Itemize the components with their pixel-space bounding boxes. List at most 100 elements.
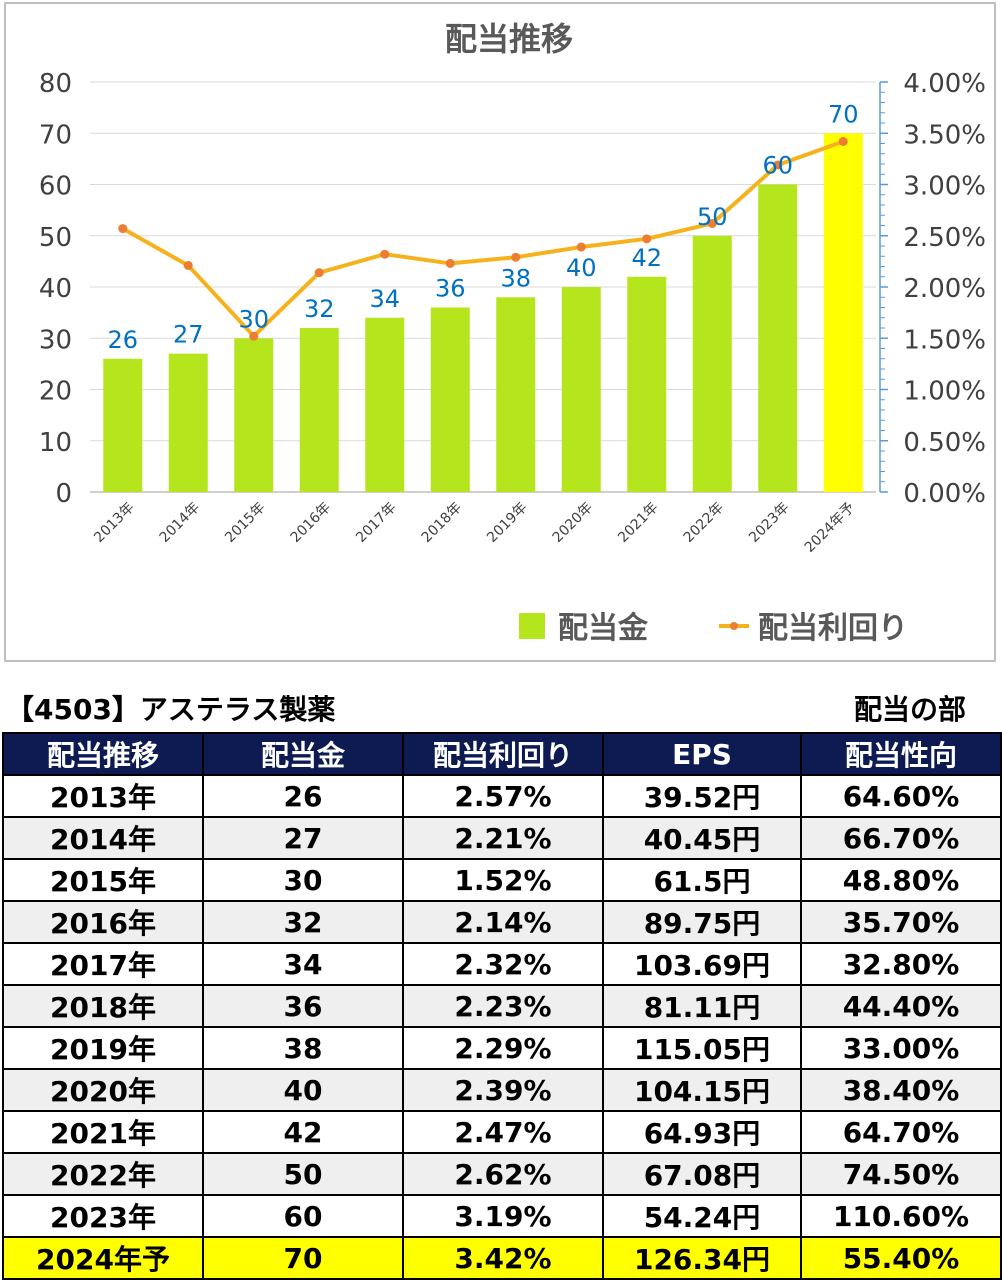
left-tick-label: 20 xyxy=(39,377,72,407)
section-caption: 配当の部 xyxy=(853,693,966,726)
table-cell: 2017年 xyxy=(2,942,204,986)
table-cell: 54.24円 xyxy=(602,1194,802,1238)
data-label: 36 xyxy=(435,275,466,303)
table-cell: 44.40% xyxy=(800,984,1002,1028)
right-tick-label: 0.00% xyxy=(903,479,986,509)
bar-2021年 xyxy=(627,276,667,492)
right-tick-label: 3.00% xyxy=(903,172,986,202)
x-tick-label: 2021年 xyxy=(615,500,661,546)
bar-2017年 xyxy=(365,317,405,492)
x-tick-label: 2023年 xyxy=(746,500,792,546)
table-cell: 40.45円 xyxy=(602,816,802,860)
right-axis: 0.00% 0.50% 1.00% 1.50% 2.00% 2.50% 3.00% 3.50%… xyxy=(879,69,986,509)
table-cell: 115.05円 xyxy=(602,1026,802,1070)
table-cell: 64.70% xyxy=(800,1110,1002,1154)
table-cell: 39.52円 xyxy=(602,774,802,818)
bar-2019年 xyxy=(496,297,536,492)
table-cell: 48.80% xyxy=(800,858,1002,902)
x-tick-label: 2022年 xyxy=(681,500,727,546)
yield-line xyxy=(121,139,844,339)
bar-2022年 xyxy=(692,235,732,492)
yield-point-2021年 xyxy=(642,234,652,244)
table-cell: 64.60% xyxy=(800,774,1002,818)
table-row: 2017年 34 2.32% 103.69円 32.80% xyxy=(2,942,1002,986)
left-tick-label: 10 xyxy=(39,428,72,458)
chart-title: 配当推移 xyxy=(445,20,573,58)
table-cell: 34 xyxy=(202,942,404,986)
left-axis: 0 10 20 30 40 50 60 70 80 xyxy=(39,69,72,509)
table-cell: 2023年 xyxy=(2,1194,204,1238)
data-label: 30 xyxy=(238,305,269,333)
table-cell: 2.47% xyxy=(402,1110,604,1154)
data-label: 40 xyxy=(566,254,597,282)
table-cell: 32.80% xyxy=(800,942,1002,986)
legend-bar-swatch xyxy=(519,613,545,639)
right-tick-label: 1.50% xyxy=(903,325,986,355)
chart-panel: 配当推移 0 10 20 30 40 50 60 70 80 0.00% 0.50% 1.00% 1.… xyxy=(4,2,996,662)
right-tick-label: 2.50% xyxy=(903,223,986,253)
table-row: 2023年 60 3.19% 54.24円 110.60% xyxy=(2,1194,1002,1238)
table-row: 2013年 26 2.57% 39.52円 64.60% xyxy=(2,774,1002,818)
right-tick-label: 3.50% xyxy=(903,120,986,150)
yield-point-2015年 xyxy=(249,331,259,341)
data-label: 60 xyxy=(762,152,793,180)
table-cell: 64.93円 xyxy=(602,1110,802,1154)
yield-point-2013年 xyxy=(118,224,128,234)
bar-2024年予 xyxy=(823,133,863,492)
table-cell: 67.08円 xyxy=(602,1152,802,1196)
right-tick-label: 0.50% xyxy=(903,428,986,458)
right-tick-label: 1.00% xyxy=(903,377,986,407)
table-cell: 42 xyxy=(202,1110,404,1154)
table-cell: 27 xyxy=(202,816,404,860)
bar-2015年 xyxy=(234,338,274,492)
x-tick-label: 2016年 xyxy=(288,500,334,546)
table-cell: 26 xyxy=(202,774,404,818)
yield-point-2024年予 xyxy=(838,136,848,146)
table-row: 2022年 50 2.62% 67.08円 74.50% xyxy=(2,1152,1002,1196)
table-cell: 2015年 xyxy=(2,858,204,902)
table-cell: 2019年 xyxy=(2,1026,204,1070)
table-cell: 38.40% xyxy=(800,1068,1002,1112)
yield-point-2017年 xyxy=(380,249,390,259)
table-cell: 2.39% xyxy=(402,1068,604,1112)
bar-2018年 xyxy=(430,307,470,492)
bar-2014年 xyxy=(168,353,208,492)
yield-point-2020年 xyxy=(576,242,586,252)
left-tick-label: 0 xyxy=(55,479,72,509)
table-cell: 55.40% xyxy=(800,1236,1002,1280)
x-tick-label: 2014年 xyxy=(157,500,203,546)
data-label: 27 xyxy=(173,321,204,349)
table-cell: 2022年 xyxy=(2,1152,204,1196)
column-header: 配当金 xyxy=(202,732,404,776)
table-cell: 70 xyxy=(202,1236,404,1280)
table-cell: 74.50% xyxy=(800,1152,1002,1196)
table-cell: 2016年 xyxy=(2,900,204,944)
table-cell: 2.23% xyxy=(402,984,604,1028)
table-row: 2015年 30 1.52% 61.5円 48.80% xyxy=(2,858,1002,902)
yield-point-2022年 xyxy=(707,218,717,228)
left-tick-label: 60 xyxy=(39,172,72,202)
yield-point-2014年 xyxy=(183,260,193,270)
table-cell: 2.57% xyxy=(402,774,604,818)
column-header: 配当性向 xyxy=(800,732,1002,776)
table-cell: 60 xyxy=(202,1194,404,1238)
dividend-chart: 配当推移 0 10 20 30 40 50 60 70 80 0.00% 0.50% 1.00% 1.… xyxy=(39,20,986,646)
table-cell: 2014年 xyxy=(2,816,204,860)
table-cell: 2013年 xyxy=(2,774,204,818)
table-row: 2016年 32 2.14% 89.75円 35.70% xyxy=(2,900,1002,944)
table-cell: 2.62% xyxy=(402,1152,604,1196)
table-cell: 50 xyxy=(202,1152,404,1196)
bar-2020年 xyxy=(561,287,601,492)
x-tick-label: 2017年 xyxy=(353,500,399,546)
right-tick-label: 4.00% xyxy=(903,69,986,99)
bar-2023年 xyxy=(758,184,798,492)
table-header-row: 配当推移 配当金 配当利回り EPS 配当性向 xyxy=(2,732,1002,776)
x-axis-ticks: 2013年 2014年 2015年 2016年 2017年 2018年 2019年 2020年… xyxy=(91,500,858,556)
line-series xyxy=(118,136,848,341)
column-header: 配当推移 xyxy=(2,732,204,776)
table-cell: 2018年 xyxy=(2,984,204,1028)
table-cell: 40 xyxy=(202,1068,404,1112)
table-cell: 33.00% xyxy=(800,1026,1002,1070)
table-body: 2013年 26 2.57% 39.52円 64.60% 2014年 27 2.21% 40.4… xyxy=(2,774,1002,1280)
company-caption: 【4503】アステラス製薬 xyxy=(6,693,336,726)
